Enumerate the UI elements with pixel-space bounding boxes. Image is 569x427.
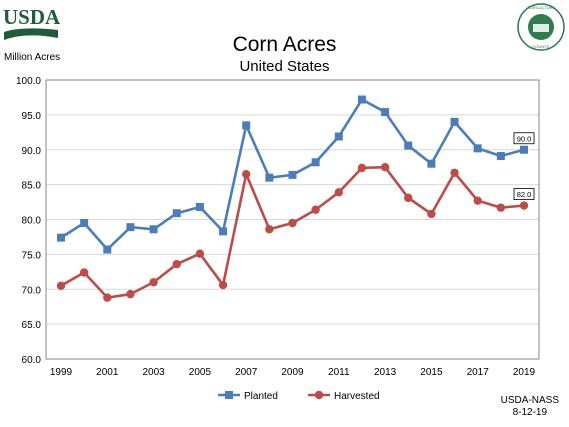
chart-subtitle: United States [239,58,330,75]
y-tick-label: 70.0 [22,285,42,296]
planted-point [520,145,528,154]
planted-point [404,141,413,150]
x-tick-label: 2009 [281,367,304,378]
planted-point [80,218,89,227]
svg-text:COUNTS: COUNTS [533,44,550,49]
planted-point [357,95,366,104]
legend-marker [225,391,233,399]
legend-label: Planted [244,391,278,402]
harvested-point [103,293,112,302]
source-agency: USDA-NASS [500,395,559,406]
harvested-point [496,203,506,212]
x-tick-label: 2019 [513,367,536,378]
y-tick-label: 85.0 [22,181,42,192]
source-note: USDA-NASS 8-12-19 [501,395,559,419]
y-tick-label: 65.0 [22,320,42,331]
y-tick-label: 95.0 [22,111,42,122]
y-axis-label: Million Acres [4,52,61,63]
y-tick-label: 80.0 [22,216,42,227]
harvested-point [265,225,274,234]
planted-point [288,170,297,179]
harvested-point [450,168,459,177]
data-label: 90.0 [517,134,532,143]
planted-point [265,173,274,182]
data-label: 82.0 [517,190,532,199]
harvested-point [126,289,135,299]
harvested-point [56,281,66,290]
x-tick-label: 1999 [50,367,73,378]
planted-point [311,158,320,167]
x-tick-label: 2003 [142,367,165,378]
harvested-point [149,278,158,287]
planted-point [103,245,112,254]
harvested-series-line [60,165,525,299]
x-tick-label: 2011 [328,367,350,378]
harvested-point [519,201,529,210]
planted-point [219,227,228,236]
data-label-box [513,132,535,145]
harvested-point [195,249,205,258]
planted-point [450,117,459,126]
data-label-box [513,188,535,200]
harvested-point [79,268,89,277]
y-tick-label: 90.0 [22,146,42,157]
svg-text:AGRICULTURE: AGRICULTURE [527,5,556,10]
harvested-point [473,196,482,205]
planted-point [427,159,436,168]
usda-logo-text: USDA [3,5,60,29]
planted-point [172,209,181,218]
usda-logo: USDA [3,5,60,40]
harvested-point [380,162,390,172]
x-tick-label: 2005 [189,367,212,378]
x-tick-label: 2007 [235,367,258,378]
planted-point [57,233,65,242]
plot-area [45,79,540,360]
legend-marker [314,390,324,400]
x-tick-label: 2015 [420,367,443,378]
planted-point [381,108,390,117]
legend-label: Harvested [334,391,380,402]
harvested-point [242,169,251,179]
chart-title: Corn Acres [232,33,337,56]
harvested-point [334,188,343,197]
harvested-point [288,218,297,228]
x-tick-label: 2017 [467,367,490,378]
planted-point [149,225,158,234]
harvested-point [427,209,436,219]
planted-point [126,223,135,232]
y-tick-label: 75.0 [22,250,42,261]
planted-point [195,202,204,211]
planted-point [473,144,482,153]
harvested-point [404,193,413,203]
y-tick-label: 60.0 [22,355,42,366]
harvested-point [172,259,181,269]
agriculture-counts-seal: AGRICULTURE COUNTS [517,3,565,51]
harvested-point [311,205,320,214]
planted-point [496,152,505,161]
harvested-point [218,280,228,290]
x-tick-label: 2001 [96,367,119,378]
x-tick-label: 2013 [374,367,397,378]
harvested-point [357,163,367,173]
planted-point [334,132,343,141]
planted-point [242,121,251,130]
source-date: 8-12-19 [512,407,548,418]
y-tick-label: 100.0 [16,76,41,87]
